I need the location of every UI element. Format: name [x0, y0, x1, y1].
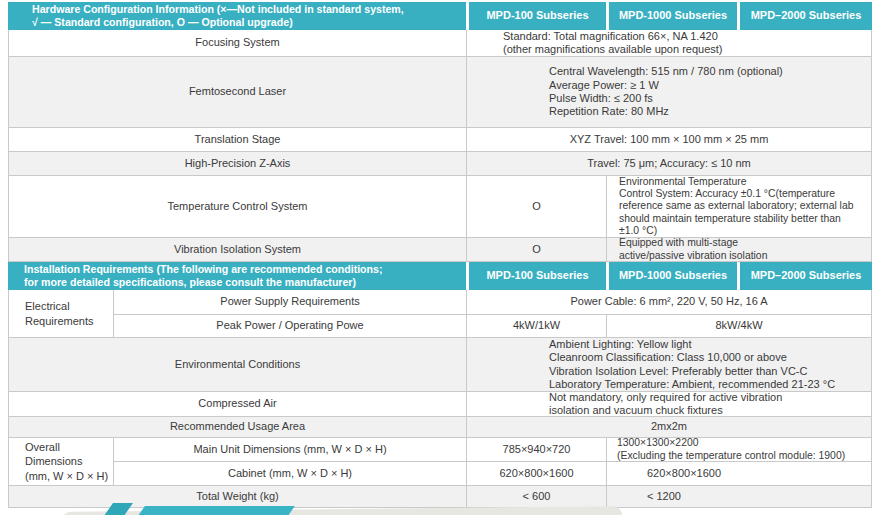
spec-label: Focusing System — [8, 30, 466, 57]
row-main-unit-dimensions: Main Unit Dimensions (mm, W × D × H) 785… — [113, 438, 872, 462]
installation-req-title: Installation Requirements (The following… — [8, 262, 466, 290]
spec-value: XYZ Travel: 100 mm × 100 mm × 25 mm — [466, 128, 872, 152]
mpd-100-value: O — [466, 176, 606, 238]
spec-value: Standard: Total magnification 66×, NA 1.… — [466, 30, 872, 57]
spec-label: High-Precision Z-Axis — [8, 152, 466, 176]
spec-value: Not mandatory, only required for active … — [466, 392, 872, 417]
spec-label: Power Supply Requirements — [113, 290, 466, 315]
mpd-100-value: 620×800×1600 — [466, 462, 606, 486]
spec-label: Peak Power / Operating Powe — [113, 315, 466, 338]
spec-value: Power Cable: 6 mm², 220 V, 50 Hz, 16 A — [466, 290, 872, 315]
row-cabinet-dimensions: Cabinet (mm, W × D × H) 620×800×1600 620… — [113, 462, 872, 486]
group-electrical-requirements: Electrical Requirements Power Supply Req… — [8, 290, 872, 338]
mpd-100-value: 4kW/1kW — [466, 315, 606, 338]
row-z-axis: High-Precision Z-Axis Travel: 75 μm; Acc… — [8, 152, 872, 176]
column-header-mpd-2000: MPD–2000 Subseries — [740, 262, 872, 290]
spec-label: Vibration Isolation System — [8, 238, 466, 262]
spec-value: Ambient Lighting: Yellow light Cleanroom… — [466, 338, 872, 392]
row-vibration-isolation: Vibration Isolation System O Equipped wi… — [8, 238, 872, 262]
mpd-100-value: 785×940×720 — [466, 438, 606, 462]
mpd-1000-2000-value: 620×800×1600 — [606, 462, 872, 486]
column-header-mpd-2000: MPD–2000 Subseries — [740, 2, 872, 30]
row-recommended-usage-area: Recommended Usage Area 2mx2m — [8, 417, 872, 438]
spec-label: Compressed Air — [8, 392, 466, 417]
spec-label: Cabinet (mm, W × D × H) — [113, 462, 466, 486]
group-label: Overall Dimensions (mm, W × D × H) — [8, 438, 113, 486]
row-peak-power: Peak Power / Operating Powe 4kW/1kW 8kW/… — [113, 315, 872, 338]
spec-label: Main Unit Dimensions (mm, W × D × H) — [113, 438, 466, 462]
mpd-1000-2000-value: Equipped with multi-stage active/passive… — [606, 238, 872, 262]
hardware-config-title: Hardware Configuration Information (×—No… — [8, 2, 466, 30]
spec-value: 2mx2m — [466, 417, 872, 438]
installation-req-header-row: Installation Requirements (The following… — [8, 262, 872, 290]
spec-label: Temperature Control System — [8, 176, 466, 238]
spec-label: Total Weight (kg) — [8, 486, 466, 508]
hardware-config-header-row: Hardware Configuration Information (×—No… — [8, 2, 872, 30]
column-header-mpd-100: MPD-100 Subseries — [469, 2, 606, 30]
row-femtosecond-laser: Femtosecond Laser Central Wavelength: 51… — [8, 57, 872, 128]
row-temperature-control: Temperature Control System O Environment… — [8, 176, 872, 238]
spec-value: Central Wavelength: 515 nm / 780 nm (opt… — [466, 57, 872, 128]
row-power-supply: Power Supply Requirements Power Cable: 6… — [113, 290, 872, 315]
mpd-100-value: < 600 — [466, 486, 606, 508]
row-environmental-conditions: Environmental Conditions Ambient Lightin… — [8, 338, 872, 392]
row-focusing-system: Focusing System Standard: Total magnific… — [8, 30, 872, 57]
spec-value: Travel: 75 μm; Accuracy: ≤ 10 nm — [466, 152, 872, 176]
spec-label: Translation Stage — [8, 128, 466, 152]
group-label: Electrical Requirements — [8, 290, 113, 338]
spec-label: Environmental Conditions — [8, 338, 466, 392]
group-overall-dimensions: Overall Dimensions (mm, W × D × H) Main … — [8, 438, 872, 486]
mpd-1000-2000-value: < 1200 — [606, 486, 872, 508]
spec-label: Femtosecond Laser — [8, 57, 466, 128]
mpd-1000-2000-value: Environmental Temperature Control System… — [606, 176, 872, 238]
row-translation-stage: Translation Stage XYZ Travel: 100 mm × 1… — [8, 128, 872, 152]
mpd-1000-2000-value: 8kW/4kW — [606, 315, 872, 338]
row-compressed-air: Compressed Air Not mandatory, only requi… — [8, 392, 872, 417]
spec-table: Hardware Configuration Information (×—No… — [8, 2, 872, 508]
footer-swoosh-teal-stripe — [135, 506, 295, 515]
row-total-weight: Total Weight (kg) < 600 < 1200 — [8, 486, 872, 508]
spec-label: Recommended Usage Area — [8, 417, 466, 438]
column-header-mpd-100: MPD-100 Subseries — [469, 262, 606, 290]
column-header-mpd-1000: MPD-1000 Subseries — [609, 262, 737, 290]
column-header-mpd-1000: MPD-1000 Subseries — [609, 2, 737, 30]
mpd-1000-2000-value: 1300×1300×2200 (Excluding the temperatur… — [606, 438, 872, 462]
mpd-100-value: O — [466, 238, 606, 262]
